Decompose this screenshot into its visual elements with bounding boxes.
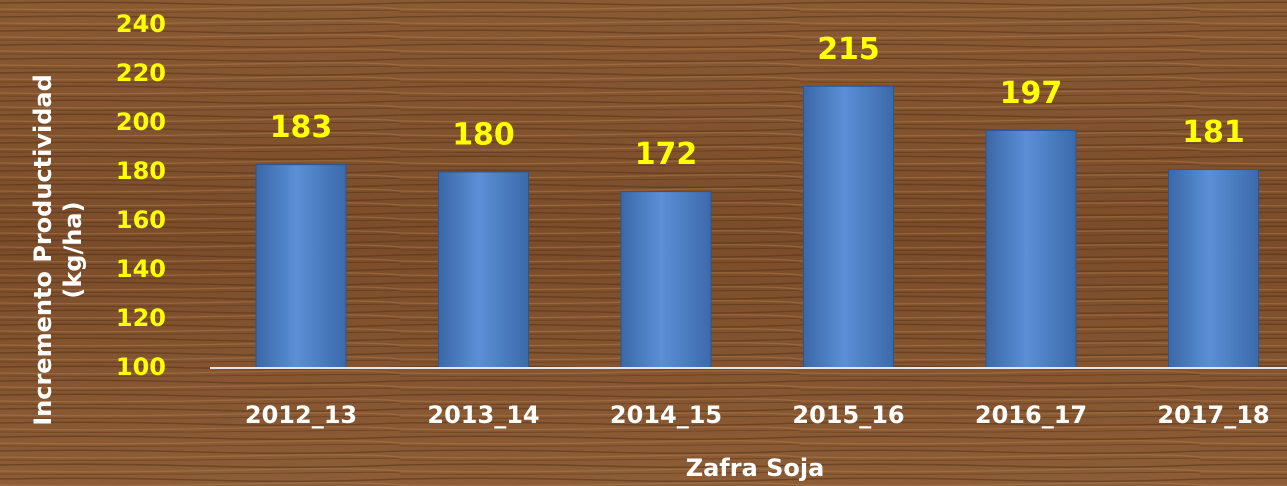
x-tick-label: 2014_15: [610, 401, 722, 429]
y-tick-label: 120: [116, 304, 166, 332]
y-axis-title-line: (kg/ha): [59, 201, 87, 298]
y-tick-label: 160: [116, 206, 166, 234]
data-label: 181: [1182, 115, 1245, 150]
y-tick-label: 180: [116, 157, 166, 185]
x-tick-label: 2015_16: [792, 401, 904, 429]
y-axis-title: Incremento Productividad (kg/ha): [29, 74, 87, 426]
data-label: 183: [270, 110, 333, 145]
data-label: 172: [635, 137, 698, 172]
bar: [1168, 169, 1259, 369]
bar: [438, 171, 529, 369]
x-tick-label: 2013_14: [427, 401, 539, 429]
bar: [803, 85, 894, 369]
y-axis-title-line: Incremento Productividad: [29, 74, 57, 426]
y-tick-label: 220: [116, 59, 166, 87]
x-tick-label: 2016_17: [975, 401, 1087, 429]
bar: [255, 164, 347, 369]
data-label: 180: [452, 118, 515, 153]
y-tick-label: 200: [116, 108, 166, 136]
y-tick-label: 140: [116, 255, 166, 283]
data-label: 197: [1000, 76, 1063, 111]
data-label: 215: [817, 32, 880, 67]
x-tick-label: 2017_18: [1157, 401, 1269, 429]
y-tick-label: 100: [116, 353, 166, 381]
x-tick-label: 2012_13: [245, 401, 357, 429]
bar: [620, 191, 712, 369]
y-tick-label: 240: [116, 10, 166, 38]
x-axis-title: Zafra Soja: [686, 454, 825, 482]
bar: [985, 129, 1077, 369]
